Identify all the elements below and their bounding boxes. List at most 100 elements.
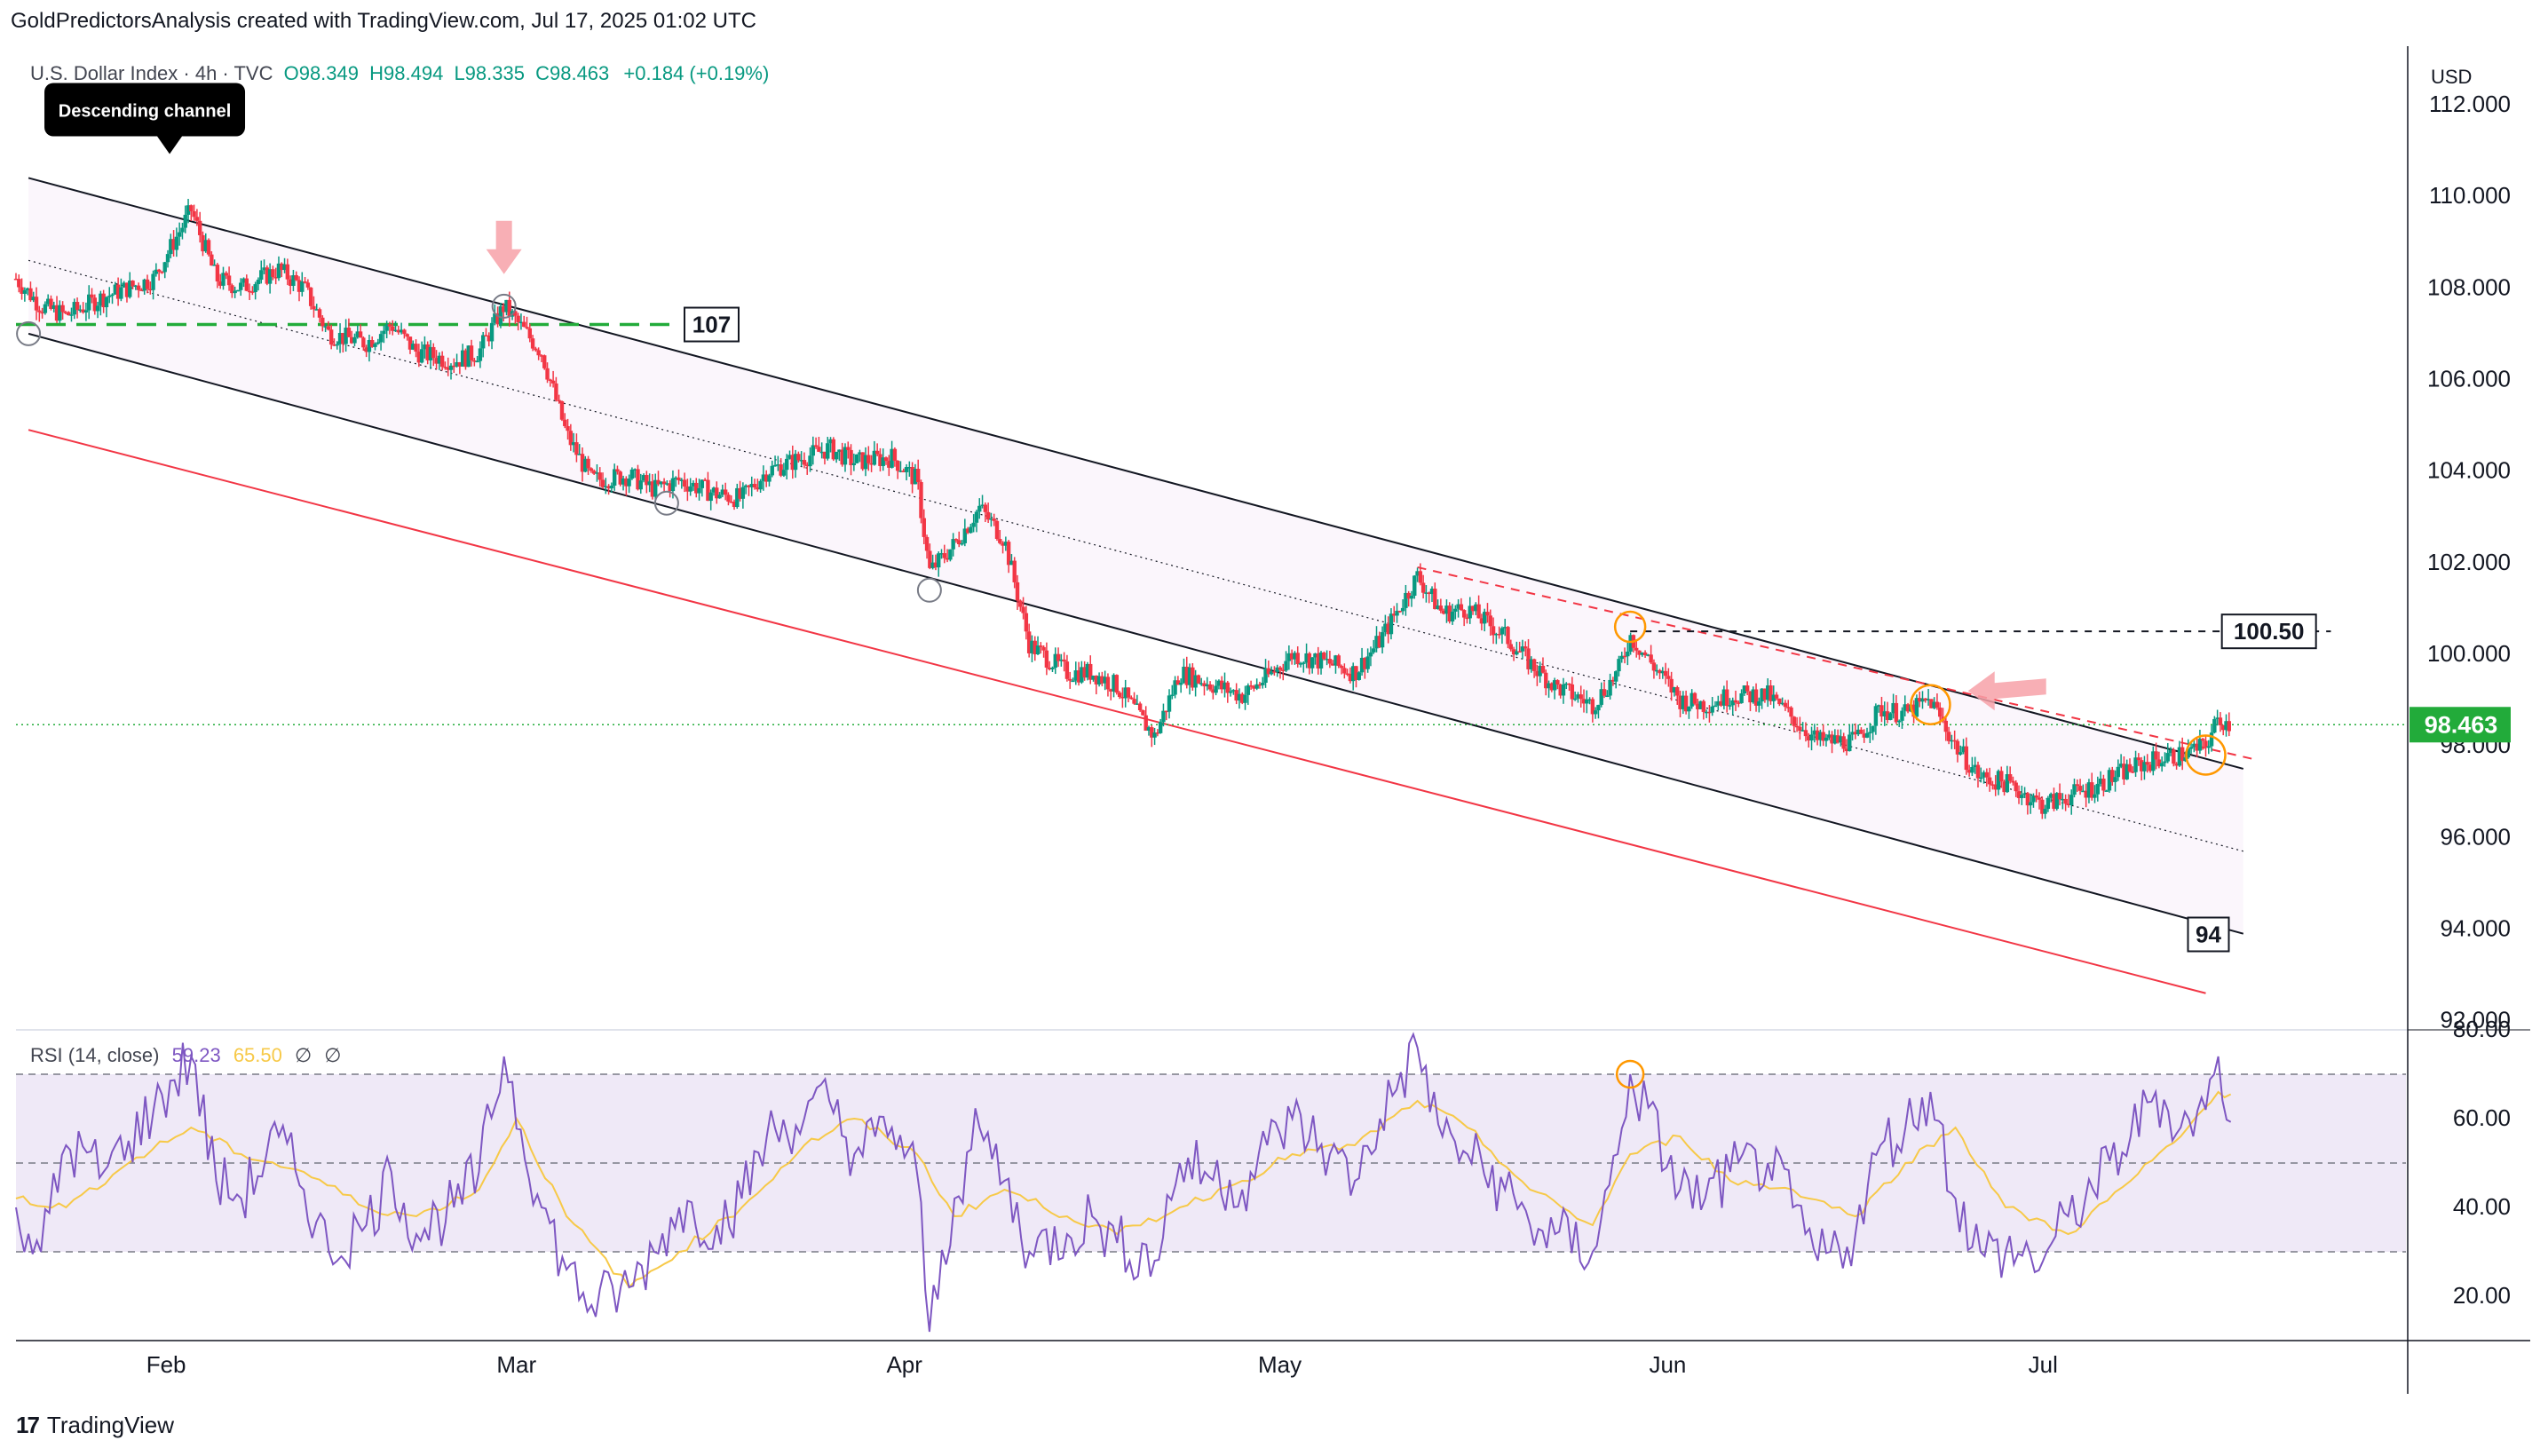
last-price-tag[interactable] — [2410, 707, 2511, 743]
candle-body — [1745, 685, 1750, 692]
candle-body — [1450, 611, 1455, 622]
candle-body — [2195, 743, 2199, 751]
channel-94-label: 94 — [2196, 922, 2221, 948]
candle-body — [1339, 666, 1344, 669]
candle-body — [1117, 692, 1122, 698]
candle-body — [1325, 659, 1329, 661]
candle-body — [1783, 702, 1788, 708]
candle-body — [2011, 780, 2015, 783]
channel-lower-line[interactable] — [28, 332, 2244, 935]
candle-body — [1864, 732, 1870, 738]
channel-upper-line[interactable] — [28, 177, 2244, 770]
candle-body — [752, 484, 757, 488]
channel-middle-line[interactable] — [28, 259, 2243, 852]
candle-body — [1946, 732, 1951, 741]
candle-body — [819, 451, 824, 454]
candle-body — [571, 442, 576, 446]
candle-body — [13, 278, 19, 281]
candle-body — [1225, 682, 1230, 693]
candle-body — [1336, 655, 1341, 667]
candle-body — [1642, 652, 1648, 656]
candle-body — [446, 367, 450, 370]
candle-body — [341, 332, 345, 344]
candle-body — [1570, 684, 1575, 700]
candle-body — [1056, 653, 1061, 661]
candle-body — [1441, 610, 1446, 614]
candle-body — [402, 329, 407, 335]
rsi-overbought-circle[interactable] — [1615, 1059, 1645, 1089]
candle-body — [756, 487, 760, 490]
candle-body — [597, 472, 602, 480]
candle-body — [460, 350, 465, 367]
rsi-tick-label: 20.00 — [2453, 1282, 2511, 1309]
candle-body — [2218, 717, 2223, 725]
candle-body — [221, 273, 226, 286]
candle-body — [1237, 693, 1242, 701]
pivot-gray-circle[interactable] — [491, 293, 517, 319]
candle-body — [726, 495, 731, 502]
candle-body — [924, 536, 930, 551]
candle-body — [1938, 707, 1943, 717]
candle-body — [904, 467, 909, 472]
candle-body — [1491, 626, 1496, 636]
candle-body — [1538, 665, 1542, 677]
candle-body — [1240, 693, 1245, 703]
candle-body — [1850, 732, 1855, 735]
pink-left-arrow-icon[interactable] — [1967, 671, 2046, 711]
candle-body — [659, 481, 663, 485]
rsi-line[interactable] — [15, 1032, 2232, 1333]
rsi-title[interactable]: RSI (14, close) — [30, 1044, 160, 1066]
rsi-ma-line[interactable] — [15, 1090, 2232, 1289]
candle-body — [1926, 699, 1931, 700]
candle-body — [1141, 710, 1145, 716]
candle-body — [1354, 666, 1358, 680]
candle-body — [2090, 782, 2094, 798]
candle-body — [1220, 680, 1224, 690]
candle-body — [1728, 705, 1732, 707]
highlight-orange-circle[interactable] — [2185, 734, 2227, 776]
candle-body — [1821, 732, 1825, 741]
candle-body — [1547, 683, 1551, 689]
candle-body — [1689, 692, 1694, 707]
candle-body — [273, 277, 278, 279]
candle-body — [1278, 667, 1283, 670]
candle-body — [1841, 736, 1846, 749]
pivot-gray-circle[interactable] — [653, 490, 679, 516]
candle-body — [928, 550, 932, 568]
symbol-title[interactable]: U.S. Dollar Index · 4h · TVC — [30, 62, 273, 84]
candle-body — [1109, 689, 1113, 692]
candle-body — [63, 312, 68, 313]
tradingview-branding[interactable]: 17 TradingView — [16, 1412, 174, 1439]
annotation-bubble[interactable] — [44, 83, 246, 137]
candle-body — [559, 400, 565, 420]
candle-body — [1824, 737, 1829, 741]
candle-body — [1984, 772, 1990, 778]
pivot-gray-circle[interactable] — [16, 320, 42, 346]
candle-body — [1412, 575, 1417, 597]
pivot-gray-circle[interactable] — [916, 577, 942, 603]
red-support-line[interactable] — [28, 429, 2206, 994]
candle-body — [72, 302, 76, 315]
candle-body — [1234, 690, 1238, 701]
highlight-orange-circle[interactable] — [1910, 684, 1951, 725]
candle-body — [860, 452, 865, 470]
candle-body — [910, 467, 914, 485]
candle-body — [1392, 613, 1397, 616]
candle-body — [1515, 651, 1519, 655]
candle-body — [1044, 650, 1049, 668]
candle-body — [1348, 673, 1353, 682]
candle-body — [154, 269, 159, 274]
highlight-orange-circle[interactable] — [1613, 610, 1647, 644]
candle-body — [1327, 659, 1333, 664]
candle-body — [706, 479, 710, 502]
tradingview-wordmark: TradingView — [46, 1412, 174, 1438]
candle-body — [133, 285, 138, 288]
candle-body — [878, 454, 882, 466]
candle-body — [455, 362, 459, 367]
candle-body — [156, 269, 162, 273]
candle-body — [915, 469, 921, 483]
candle-body — [1372, 648, 1376, 653]
pink-down-arrow-icon[interactable] — [486, 220, 522, 274]
candle-body — [1798, 726, 1802, 732]
